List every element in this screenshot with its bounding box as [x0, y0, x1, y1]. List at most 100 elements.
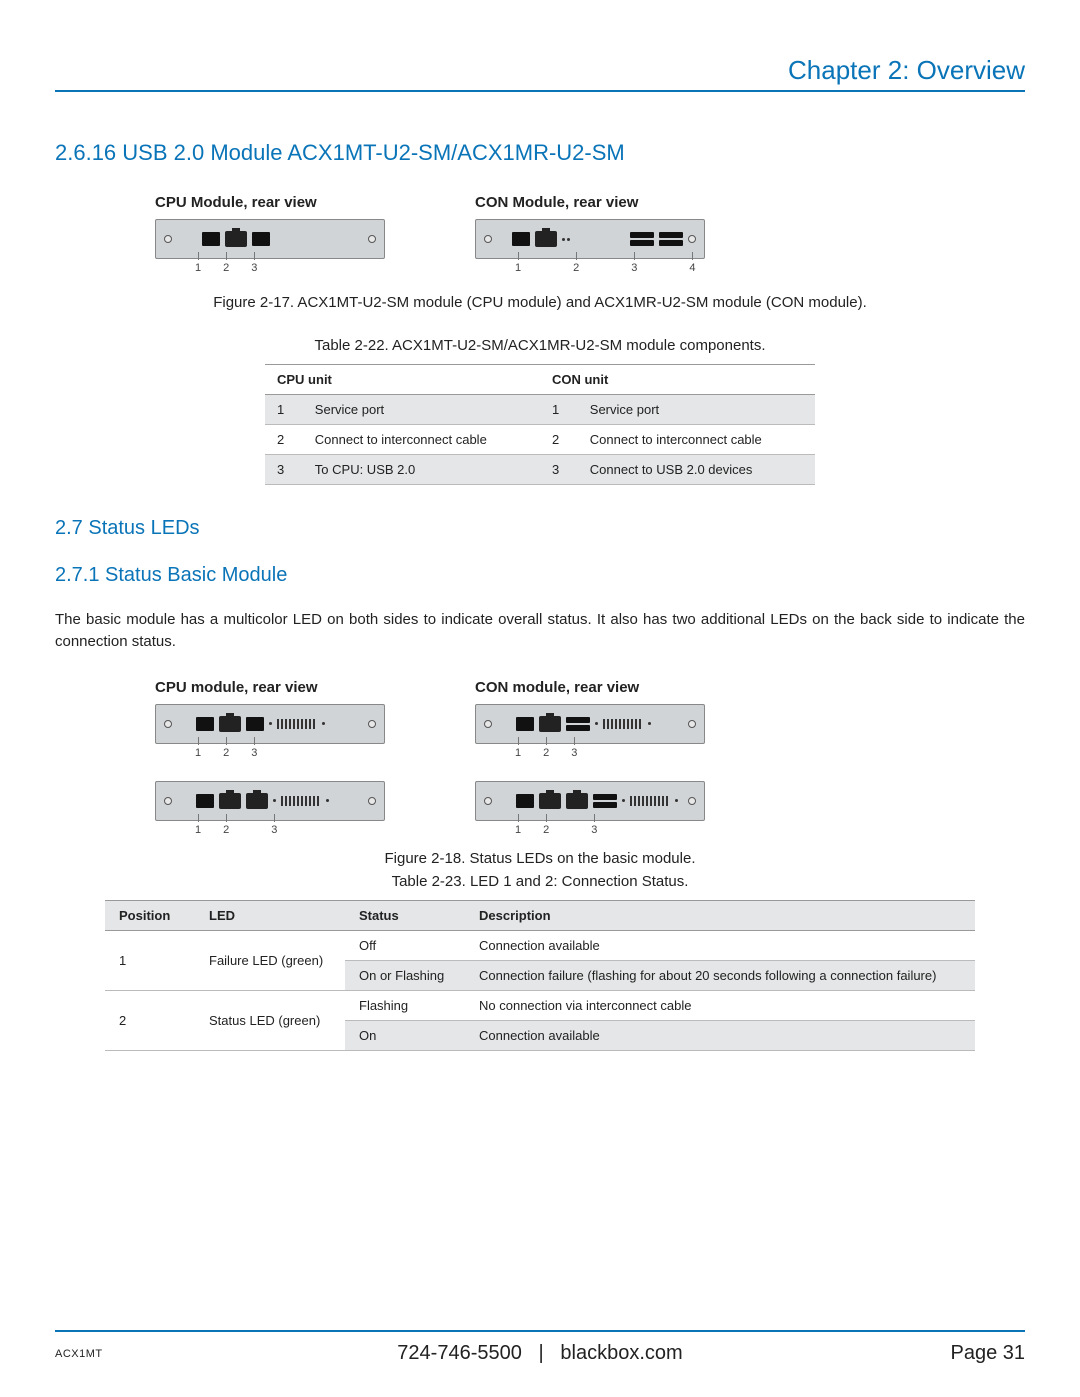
screw-icon	[164, 797, 172, 805]
led-dots-icon	[675, 799, 678, 802]
callout-1: 1	[195, 262, 201, 274]
chapter-title: Chapter 2: Overview	[788, 55, 1025, 86]
usb-port-icon	[252, 232, 270, 246]
con-module-figure: CON Module, rear view 1 2 3 4	[475, 194, 705, 274]
con-led-callouts: 1 2 3	[475, 747, 577, 759]
callout-2: 2	[223, 262, 229, 274]
th-con-unit: CON unit	[540, 365, 815, 395]
con-module-label: CON Module, rear view	[475, 194, 638, 211]
screw-icon	[368, 235, 376, 243]
table-2-22: CPU unit CON unit 1 Service port 1 Servi…	[265, 364, 815, 485]
port-icon	[246, 717, 264, 731]
rj45-icon	[566, 793, 588, 809]
th-description: Description	[465, 900, 975, 930]
led-dots-icon	[269, 722, 272, 725]
screw-icon	[368, 797, 376, 805]
callout-4: 4	[689, 262, 695, 274]
cpu-module-led-label: CPU module, rear view	[155, 679, 318, 696]
figure-2-17-row: CPU Module, rear view 1 2 3 CON Module, …	[55, 194, 1025, 274]
screw-icon	[164, 235, 172, 243]
footer-contact: 724-746-5500 | blackbox.com	[55, 1342, 1025, 1365]
figure-2-18-row-b: 1 2 3 1 2 3	[55, 781, 1025, 836]
figure-2-17-caption: Figure 2-17. ACX1MT-U2-SM module (CPU mo…	[55, 294, 1025, 311]
usb-stack-icon	[659, 232, 683, 246]
callout-2: 2	[573, 262, 579, 274]
callout-1: 1	[515, 262, 521, 274]
cpu-module-figure-led-2: 1 2 3	[155, 781, 385, 836]
cpu-led-callouts: 1 2 3	[155, 747, 257, 759]
screw-icon	[484, 235, 492, 243]
body-271: The basic module has a multicolor LED on…	[55, 609, 1025, 653]
table-row: 1 Failure LED (green) Off Connection ava…	[105, 930, 975, 960]
table-row: 1 Service port 1 Service port	[265, 395, 815, 425]
figure-2-18-row-a: CPU module, rear view 1 2 3 CON module, …	[55, 679, 1025, 759]
heading-27: 2.7 Status LEDs	[55, 517, 1025, 540]
service-port-icon	[202, 232, 220, 246]
interconnect-port-icon	[535, 231, 557, 247]
port-icon	[196, 794, 214, 808]
table-2-23: Position LED Status Description 1 Failur…	[105, 900, 975, 1051]
vent-icon	[281, 796, 321, 806]
th-led: LED	[195, 900, 345, 930]
cpu-callouts: 1 2 3	[155, 262, 257, 274]
service-port-icon	[512, 232, 530, 246]
cpu-module-figure: CPU Module, rear view 1 2 3	[155, 194, 385, 274]
screw-icon	[688, 797, 696, 805]
con-led-panel-2	[475, 781, 705, 821]
rj45-icon	[539, 716, 561, 732]
screw-icon	[688, 235, 696, 243]
con-module-panel	[475, 219, 705, 259]
con-module-led-label: CON module, rear view	[475, 679, 639, 696]
port-icon	[516, 717, 534, 731]
th-cpu-unit: CPU unit	[265, 365, 540, 395]
heading-271: 2.7.1 Status Basic Module	[55, 564, 1025, 587]
vent-icon	[603, 719, 643, 729]
page-footer: ACX1MT 724-746-5500 | blackbox.com Page …	[55, 1330, 1025, 1365]
table-row: 2 Status LED (green) Flashing No connect…	[105, 990, 975, 1020]
table-row: 3 To CPU: USB 2.0 3 Connect to USB 2.0 d…	[265, 455, 815, 485]
led-dots-icon	[562, 238, 570, 241]
screw-icon	[484, 720, 492, 728]
cpu-led-panel-1	[155, 704, 385, 744]
cpu-module-panel	[155, 219, 385, 259]
vent-icon	[630, 796, 670, 806]
con-led-callouts-2: 1 2 3	[475, 824, 597, 836]
port-icon	[516, 794, 534, 808]
usb-stack-icon	[630, 232, 654, 246]
led-dots-icon	[322, 722, 325, 725]
rj45-icon	[219, 716, 241, 732]
screw-icon	[164, 720, 172, 728]
led-dots-icon	[648, 722, 651, 725]
port-icon	[196, 717, 214, 731]
cpu-led-panel-2	[155, 781, 385, 821]
screw-icon	[484, 797, 492, 805]
table-row: 2 Connect to interconnect cable 2 Connec…	[265, 425, 815, 455]
con-module-figure-led-2: 1 2 3	[475, 781, 705, 836]
th-position: Position	[105, 900, 195, 930]
footer-page: Page 31	[950, 1342, 1025, 1365]
table-2-23-caption: Table 2-23. LED 1 and 2: Connection Stat…	[55, 873, 1025, 890]
vent-icon	[277, 719, 317, 729]
rj45-icon	[539, 793, 561, 809]
rj45-icon	[219, 793, 241, 809]
usb-stack-icon	[593, 794, 617, 808]
con-module-figure-led: CON module, rear view 1 2 3	[475, 679, 705, 759]
screw-icon	[368, 720, 376, 728]
screw-icon	[688, 720, 696, 728]
con-callouts: 1 2 3 4	[475, 262, 696, 274]
page-header: Chapter 2: Overview	[55, 55, 1025, 92]
th-status: Status	[345, 900, 465, 930]
interconnect-port-icon	[225, 231, 247, 247]
rj45-icon	[246, 793, 268, 809]
cpu-module-figure-led: CPU module, rear view 1 2 3	[155, 679, 385, 759]
led-dots-icon	[273, 799, 276, 802]
cpu-led-callouts-2: 1 2 3	[155, 824, 277, 836]
callout-3: 3	[631, 262, 637, 274]
callout-3: 3	[251, 262, 257, 274]
con-led-panel-1	[475, 704, 705, 744]
usb-stack-icon	[566, 717, 590, 731]
led-dots-icon	[595, 722, 598, 725]
led-dots-icon	[326, 799, 329, 802]
cpu-module-label: CPU Module, rear view	[155, 194, 317, 211]
figure-2-18-caption: Figure 2-18. Status LEDs on the basic mo…	[55, 850, 1025, 867]
